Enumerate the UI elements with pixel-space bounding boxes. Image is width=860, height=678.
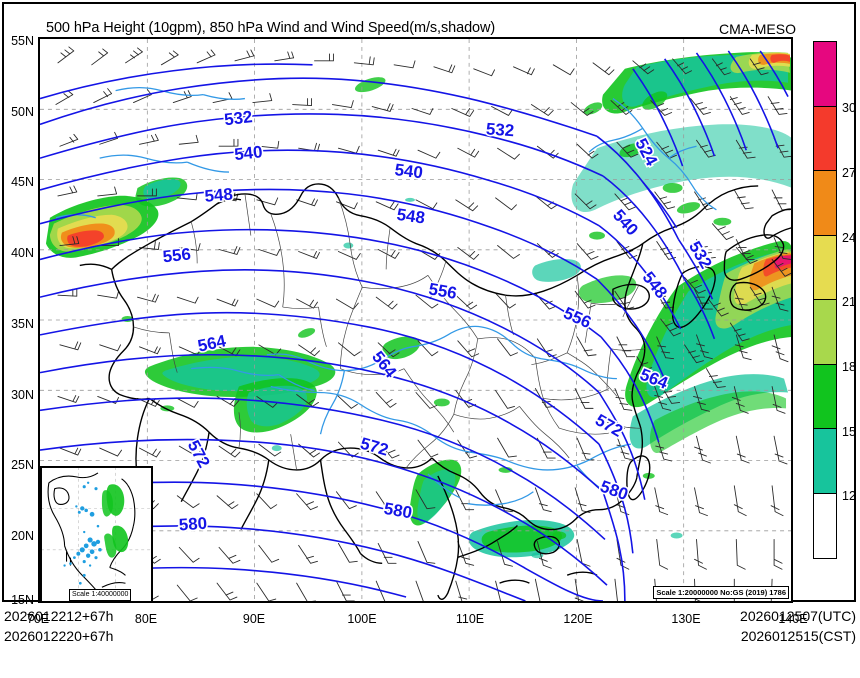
colorbar-tick-15: 15 — [842, 425, 856, 439]
svg-text:540: 540 — [233, 142, 263, 164]
colorbar-tick-30: 30 — [842, 101, 856, 115]
map-scale-label: Scale 1:20000000 No:GS (2019) 1786 — [653, 586, 789, 599]
y-tick-30N: 30N — [11, 388, 34, 402]
page-title: 500 hPa Height (10gpm), 850 hPa Wind and… — [46, 20, 496, 36]
x-tick-100E: 100E — [347, 612, 377, 626]
height-contour-layer — [40, 50, 789, 601]
province-boundary-layer — [133, 193, 645, 470]
svg-text:572: 572 — [358, 434, 390, 460]
y-tick-20N: 20N — [11, 529, 34, 543]
wind-speed-colorbar[interactable] — [813, 41, 837, 559]
footer-init-utc: 2026012212+67h — [4, 608, 114, 624]
x-tick-130E: 130E — [671, 612, 701, 626]
inset-map-svg — [41, 467, 152, 601]
south-china-sea-inset[interactable]: Scale 1:40000000 — [40, 466, 153, 601]
footer-valid-utc: 2026012507(UTC) — [740, 608, 856, 624]
map-panel[interactable]: 532 532 524 540 540 540 548 548 548 532 … — [38, 37, 793, 603]
river-layer — [55, 87, 717, 506]
y-tick-15N: 15N — [11, 593, 34, 607]
footer-valid-cst: 2026012515(CST) — [740, 628, 856, 644]
y-tick-25N: 25N — [11, 458, 34, 472]
y-tick-40N: 40N — [11, 246, 34, 260]
colorbar-band-lt12 — [814, 493, 836, 558]
svg-text:548: 548 — [396, 205, 427, 228]
svg-text:540: 540 — [394, 160, 424, 182]
x-tick-140E: 140E — [778, 612, 808, 626]
weather-map-svg: 532 532 524 540 540 540 548 548 548 532 … — [40, 39, 791, 601]
footer-init-cst: 2026012220+67h — [4, 628, 114, 644]
colorbar-tick-18: 18 — [842, 360, 856, 374]
x-tick-110E: 110E — [455, 612, 485, 626]
inset-scale-label: Scale 1:40000000 — [69, 589, 132, 601]
x-tick-90E: 90E — [242, 612, 266, 626]
colorbar-band-gt30 — [814, 42, 836, 107]
svg-text:580: 580 — [178, 514, 207, 535]
y-tick-55N: 55N — [11, 34, 34, 48]
colorbar-band-18-21 — [814, 300, 836, 365]
y-tick-50N: 50N — [11, 105, 34, 119]
y-tick-35N: 35N — [11, 317, 34, 331]
x-tick-70E: 70E — [26, 612, 50, 626]
colorbar-band-12-15 — [814, 429, 836, 494]
colorbar-tick-12: 12 — [842, 489, 856, 503]
colorbar-tick-24: 24 — [842, 231, 856, 245]
svg-text:532: 532 — [485, 119, 514, 140]
colorbar-band-27-30 — [814, 106, 836, 171]
svg-text:556: 556 — [162, 245, 192, 267]
colorbar-tick-21: 21 — [842, 295, 856, 309]
model-label: CMA-MESO — [719, 21, 796, 37]
colorbar-band-15-18 — [814, 364, 836, 429]
svg-text:532: 532 — [223, 107, 253, 129]
x-tick-120E: 120E — [563, 612, 593, 626]
y-tick-45N: 45N — [11, 175, 34, 189]
colorbar-band-24-27 — [814, 171, 836, 236]
svg-text:548: 548 — [204, 184, 234, 205]
x-tick-80E: 80E — [134, 612, 158, 626]
colorbar-tick-27: 27 — [842, 166, 856, 180]
colorbar-band-21-24 — [814, 235, 836, 300]
